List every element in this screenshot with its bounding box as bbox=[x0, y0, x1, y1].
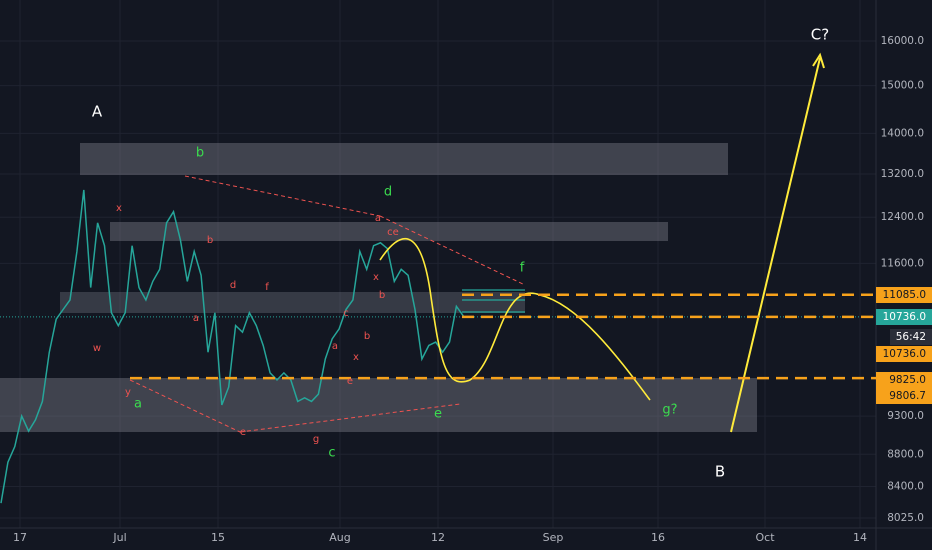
wave-label: a bbox=[134, 397, 142, 412]
y-tick-label: 8800.0 bbox=[887, 448, 924, 460]
y-tick-label: 11600.0 bbox=[881, 257, 924, 269]
x-tick-label: 12 bbox=[431, 531, 445, 544]
wave-label: A bbox=[92, 103, 103, 121]
wave-label: e bbox=[347, 376, 353, 387]
wave-label: a bbox=[332, 341, 338, 352]
wave-label: C? bbox=[811, 26, 829, 44]
zone bbox=[60, 292, 525, 313]
price-label-box bbox=[876, 388, 932, 404]
y-tick-label: 8025.0 bbox=[887, 512, 924, 524]
x-tick-label: 17 bbox=[13, 531, 27, 544]
wave-label: a bbox=[375, 213, 381, 224]
price-label: 10736.0 bbox=[883, 311, 926, 323]
price-label: 9825.0 bbox=[889, 374, 926, 386]
price-line bbox=[0, 189, 464, 504]
wave-label: y bbox=[125, 387, 131, 398]
price-label-box bbox=[876, 309, 932, 325]
x-tick-label: Aug bbox=[329, 531, 350, 544]
x-tick-label: 15 bbox=[211, 531, 225, 544]
wave-label: e bbox=[240, 427, 246, 438]
wave-label: f bbox=[265, 282, 269, 293]
support-zone bbox=[0, 378, 757, 432]
x-tick-label: 14 bbox=[853, 531, 867, 544]
price-axis bbox=[876, 0, 932, 528]
wave-label: ce bbox=[387, 227, 399, 238]
countdown-box bbox=[890, 329, 932, 345]
y-tick-label: 13200.0 bbox=[881, 168, 924, 180]
x-tick-label: 16 bbox=[651, 531, 665, 544]
plot bbox=[0, 189, 876, 504]
y-tick-label: 16000.0 bbox=[881, 35, 924, 47]
price-label: 11085.0 bbox=[883, 289, 926, 301]
wave-label: a bbox=[193, 313, 199, 324]
countdown: 56:42 bbox=[896, 331, 926, 343]
grid bbox=[0, 0, 876, 528]
wave-label: b bbox=[196, 146, 204, 161]
price-label: 10736.0 bbox=[883, 348, 926, 360]
y-tick-label: 14000.0 bbox=[881, 127, 924, 139]
wave-label: w bbox=[93, 343, 101, 354]
wave-label: x bbox=[116, 203, 122, 214]
y-tick-label: 9300.0 bbox=[887, 410, 924, 422]
price-label-box bbox=[876, 287, 932, 303]
wave-label: b bbox=[364, 331, 370, 342]
wave-label: B bbox=[715, 463, 725, 481]
price-label-box bbox=[876, 346, 932, 362]
wave-label: b bbox=[379, 290, 385, 301]
wave-label: d bbox=[384, 185, 392, 200]
price-label-box bbox=[876, 372, 932, 388]
y-tick-label: 8400.0 bbox=[887, 480, 924, 492]
y-tick-label: 15000.0 bbox=[881, 80, 924, 92]
wave-label: f bbox=[520, 261, 525, 276]
resistance-zone bbox=[80, 143, 728, 175]
wave-label: b bbox=[207, 235, 213, 246]
x-tick-label: Oct bbox=[755, 531, 775, 544]
projection-arrow bbox=[730, 57, 821, 433]
wave-label: e bbox=[434, 407, 442, 422]
price-label: 9806.7 bbox=[889, 390, 926, 402]
wave-label: c bbox=[328, 446, 335, 461]
x-tick-label: Jul bbox=[112, 531, 126, 544]
wave-label: d bbox=[230, 280, 236, 291]
x-tick-label: Sep bbox=[543, 531, 564, 544]
wave-label: x bbox=[373, 272, 379, 283]
triangle-lines bbox=[129, 175, 526, 433]
y-tick-label: 12400.0 bbox=[881, 211, 924, 223]
resistance-zone bbox=[110, 222, 668, 241]
wave-label: x bbox=[353, 352, 359, 363]
wave-label: g bbox=[313, 434, 319, 445]
wave-label: c bbox=[343, 308, 349, 319]
wave-label: g? bbox=[662, 403, 677, 418]
arrow-head bbox=[812, 52, 825, 69]
